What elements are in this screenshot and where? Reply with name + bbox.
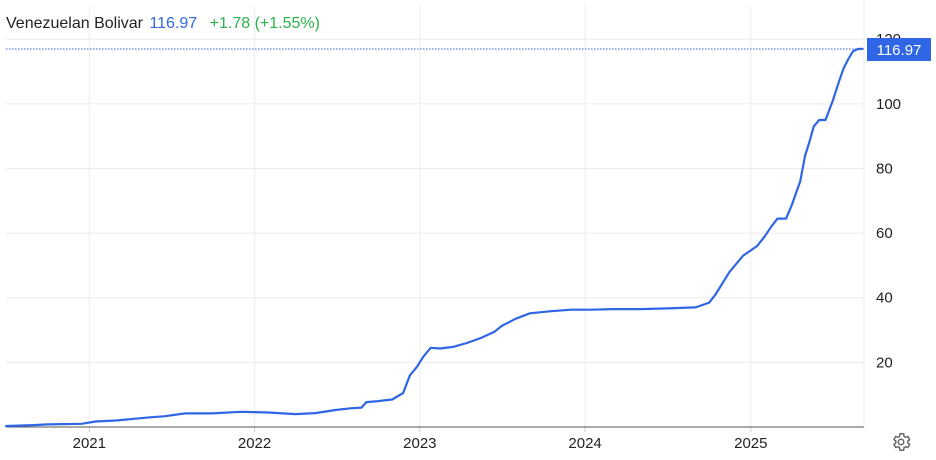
- instrument-name: Venezuelan Bolivar: [6, 15, 143, 32]
- y-tick-label: 20: [876, 354, 893, 371]
- y-tick-label: 100: [876, 96, 901, 113]
- price-badge-layer: 116.97: [6, 38, 931, 62]
- y-tick-label: 80: [876, 160, 893, 177]
- current-price: 116.97: [149, 15, 198, 32]
- y-tick-label: 60: [876, 225, 893, 242]
- chart-header: Venezuelan Bolivar 116.97 +1.78 (+1.55%): [6, 15, 320, 33]
- x-tick-label: 2025: [734, 435, 767, 452]
- x-tick-label: 2021: [73, 435, 106, 452]
- last-price-badge-text: 116.97: [877, 42, 922, 59]
- last-price-badge: [867, 38, 931, 62]
- gear-icon[interactable]: [890, 431, 912, 453]
- y-tick-label: 40: [876, 290, 893, 307]
- x-tick-label: 2023: [403, 435, 436, 452]
- series-layer: [4, 47, 864, 428]
- x-tick-label: 2022: [238, 435, 271, 452]
- price-change: +1.78 (+1.55%): [209, 15, 320, 32]
- grid-lines: [6, 0, 865, 427]
- series-line: [4, 47, 864, 428]
- y-axis: 20406080100120: [876, 31, 901, 371]
- x-axis: 2021 2022 2023 2024 2025: [6, 426, 864, 452]
- x-tick-label: 2024: [568, 435, 601, 452]
